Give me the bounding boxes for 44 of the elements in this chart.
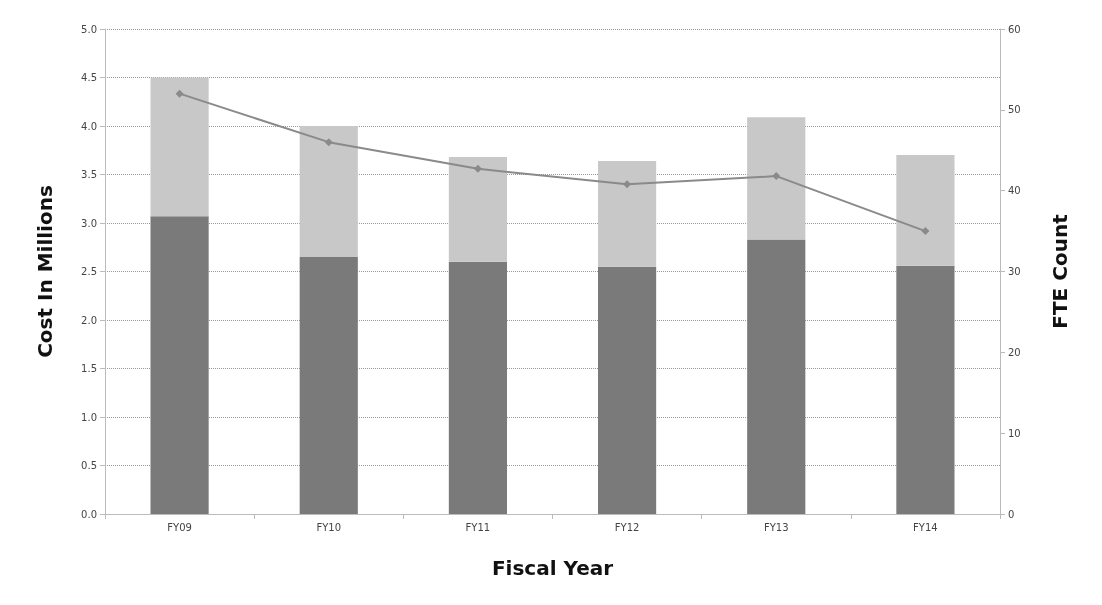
- y-tick-label: 1.0: [81, 411, 97, 423]
- point: [175, 89, 184, 98]
- y-tick-label: 0.0: [81, 508, 97, 520]
- bar: [598, 266, 657, 514]
- bar: [448, 261, 507, 514]
- y-tick-label: 4.5: [81, 72, 97, 83]
- x-axis-title: Fiscal Year: [491, 556, 614, 580]
- point: [772, 172, 781, 181]
- bar: [299, 126, 358, 257]
- y2-tick-label: 60: [1008, 23, 1021, 35]
- x-tick-label: FY11: [465, 521, 491, 533]
- y-tick-label: 1.5: [81, 363, 97, 374]
- y2-axis-title: FTE Count: [1048, 213, 1072, 329]
- y-tick-label: 4.0: [81, 120, 97, 132]
- x-tick-label: FY12: [614, 521, 640, 533]
- bar: [896, 265, 955, 514]
- y2-tick-label: 30: [1008, 266, 1021, 277]
- x-tick-label: FY09: [167, 521, 192, 533]
- bar: [747, 239, 806, 514]
- bar: [299, 256, 358, 514]
- x-tick-label: FY10: [316, 521, 342, 533]
- y-tick-label: 2.0: [81, 314, 97, 326]
- bar: [896, 155, 955, 266]
- y2-tick-label: 40: [1008, 185, 1021, 197]
- point: [921, 227, 930, 236]
- bar: [150, 216, 209, 514]
- bar: [598, 160, 657, 267]
- y-tick-label: 0.5: [81, 460, 97, 471]
- x-tick-label: FY13: [763, 521, 789, 533]
- y-axis-title: Cost In Millions: [33, 185, 57, 358]
- y-tick-label: 3.5: [81, 169, 97, 180]
- y2-tick-label: 20: [1008, 346, 1021, 358]
- point: [324, 138, 333, 147]
- y2-tick-label: 50: [1008, 104, 1021, 116]
- y2-tick-label: 10: [1008, 427, 1021, 439]
- y-tick-label: 2.5: [81, 266, 97, 277]
- bar: [448, 157, 507, 262]
- y-tick-label: 3.0: [81, 217, 97, 229]
- point: [473, 164, 482, 173]
- bar: [747, 117, 806, 240]
- y2-tick-label: 0: [1008, 508, 1015, 520]
- bar: [150, 77, 209, 217]
- x-tick-label: FY14: [913, 521, 938, 533]
- y-tick-label: 5.0: [81, 23, 97, 35]
